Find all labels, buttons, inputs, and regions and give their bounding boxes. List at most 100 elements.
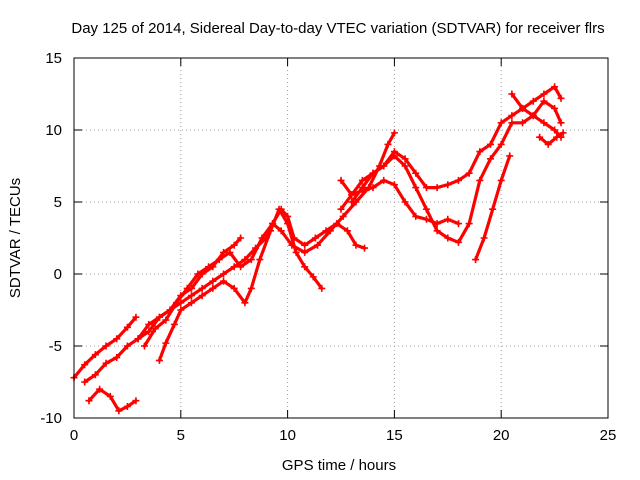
data-point	[85, 397, 93, 405]
data-point	[237, 263, 245, 271]
data-point	[454, 176, 462, 184]
data-point	[132, 313, 140, 321]
data-series	[70, 83, 567, 415]
data-point	[318, 284, 326, 292]
data-point	[540, 97, 548, 105]
data-point	[215, 256, 223, 264]
data-point	[540, 119, 548, 127]
data-point	[145, 328, 153, 336]
data-point	[343, 227, 351, 235]
data-point	[454, 238, 462, 246]
data-point	[508, 119, 516, 127]
data-point	[422, 215, 430, 223]
data-point	[275, 205, 283, 213]
data-point	[96, 385, 104, 393]
data-point	[301, 263, 309, 271]
series-trace	[339, 106, 563, 197]
data-point	[551, 104, 559, 112]
data-point	[241, 299, 249, 307]
data-point	[209, 277, 217, 285]
data-point	[102, 359, 110, 367]
series-10	[472, 152, 514, 264]
series-1	[70, 313, 140, 382]
x-tick-label: 20	[493, 427, 510, 444]
data-point	[194, 270, 202, 278]
data-point	[444, 215, 452, 223]
data-point	[540, 90, 548, 98]
data-point	[177, 306, 185, 314]
data-point	[162, 339, 170, 347]
data-point	[487, 155, 495, 163]
data-point	[465, 169, 473, 177]
data-point	[123, 323, 131, 331]
data-point	[288, 241, 296, 249]
data-point	[198, 284, 206, 292]
data-point	[155, 313, 163, 321]
data-point	[284, 212, 292, 220]
data-point	[220, 277, 228, 285]
data-point	[380, 176, 388, 184]
data-point	[230, 284, 238, 292]
data-point	[113, 354, 121, 362]
data-point	[536, 133, 544, 141]
data-point	[326, 227, 334, 235]
data-point	[390, 181, 398, 189]
series-9	[348, 97, 565, 246]
data-point	[256, 256, 264, 264]
data-point	[301, 248, 309, 256]
data-point	[553, 133, 561, 141]
data-point	[360, 244, 368, 252]
series-trace	[157, 207, 324, 362]
data-point	[198, 292, 206, 300]
data-point	[102, 342, 110, 350]
tick-labels: 0 5 10 15 20 25 -10 -5 0 5 10 15	[40, 50, 616, 444]
data-point	[480, 234, 488, 242]
data-point	[401, 198, 409, 206]
data-point	[476, 148, 484, 156]
plot-frame	[73, 57, 609, 419]
data-point	[230, 263, 238, 271]
chart-title: Day 125 of 2014, Sidereal Day-to-day VTE…	[71, 20, 604, 37]
data-point	[155, 356, 163, 364]
data-point	[390, 129, 398, 137]
data-point	[557, 94, 565, 102]
data-point	[123, 342, 131, 350]
series-trace	[510, 85, 563, 110]
data-point	[358, 184, 366, 192]
data-point	[337, 205, 345, 213]
data-point	[134, 335, 142, 343]
data-point	[551, 126, 559, 134]
data-point	[220, 270, 228, 278]
data-point	[497, 140, 505, 148]
data-point	[311, 234, 319, 242]
data-point	[476, 176, 484, 184]
data-point	[187, 299, 195, 307]
y-tick-label: 0	[54, 266, 62, 283]
data-point	[506, 152, 514, 160]
y-tick-label: -5	[49, 338, 62, 355]
data-point	[508, 112, 516, 120]
data-point	[497, 176, 505, 184]
data-point	[81, 378, 89, 386]
y-tick-label: 10	[45, 122, 62, 139]
x-tick-label: 5	[177, 427, 185, 444]
series-trace	[538, 131, 565, 146]
series-trace	[87, 387, 138, 413]
data-point	[209, 284, 217, 292]
data-point	[292, 248, 300, 256]
data-point	[369, 184, 377, 192]
x-tick-label: 25	[600, 427, 617, 444]
data-point	[489, 205, 497, 213]
y-axis-label: SDTVAR / TECUs	[7, 178, 24, 298]
data-point	[412, 212, 420, 220]
data-point	[113, 335, 121, 343]
x-axis-label: GPS time / hours	[282, 457, 396, 474]
data-point	[384, 140, 392, 148]
data-point	[352, 241, 360, 249]
grid-lines	[74, 58, 608, 418]
data-point	[559, 129, 567, 137]
data-point	[230, 241, 238, 249]
data-point	[173, 299, 181, 307]
data-point	[444, 234, 452, 242]
